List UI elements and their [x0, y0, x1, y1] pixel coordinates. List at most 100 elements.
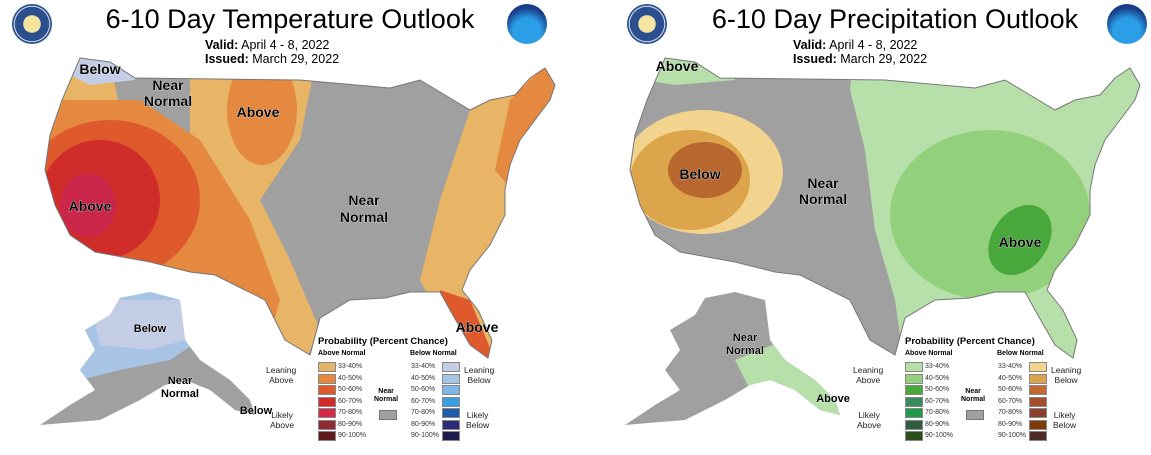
region-label: Above [816, 393, 850, 405]
region-label: Below [679, 166, 720, 182]
issued-date: March 29, 2022 [252, 52, 340, 66]
range-label: 70-80% [338, 409, 363, 416]
range-label: 50-60% [998, 386, 1023, 393]
above-swatch [905, 431, 923, 441]
precipitation-map: Above Below Near Normal Above Near Norma… [625, 57, 1141, 425]
leaning-above-label: Leaning Above [266, 365, 296, 385]
range-label: 40-50% [411, 374, 436, 382]
precipitation-outlook-panel: 6-10 Day Precipitation Outlook Valid: Ap… [585, 0, 1151, 455]
legend-text: Leaning [1051, 365, 1082, 375]
valid-dates: April 4 - 8, 2022 [241, 38, 330, 52]
near-normal-swatch [379, 410, 397, 420]
region-label: Below [240, 405, 273, 417]
above-swatch [318, 431, 336, 441]
range-label: 60-70% [338, 397, 363, 405]
above-plains [227, 58, 297, 165]
date-info: Valid: April 4 - 8, 2022 Issued: March 2… [205, 38, 339, 66]
range-label: 40-50% [998, 374, 1023, 382]
likely-above-southeast [988, 204, 1052, 276]
issued-label: Issued: [793, 52, 837, 66]
near-normal-swatch [966, 410, 984, 420]
region-label: Near [152, 77, 184, 93]
below-swatch [1029, 431, 1047, 441]
likely-below-label: Likely Below [1053, 410, 1076, 430]
above-swatch [318, 385, 336, 395]
range-label: 90-100% [925, 432, 954, 439]
region-label: Near [733, 332, 758, 344]
below-swatch [1029, 419, 1047, 430]
range-label: 90-100% [411, 432, 440, 439]
precipitation-legend: Probability (Percent Chance) Above Norma… [845, 336, 1081, 454]
legend-text: Leaning [853, 365, 884, 375]
issued-label: Issued: [205, 52, 249, 66]
legend-text: Likely [271, 410, 293, 420]
region-label: Below [134, 323, 167, 335]
date-info: Valid: April 4 - 8, 2022 Issued: March 2… [793, 38, 927, 66]
legend-text: Leaning [464, 365, 495, 375]
above-40-50-east [890, 130, 1090, 300]
region-label: Below [79, 61, 120, 77]
below-swatch [442, 385, 460, 395]
below-swatch [1029, 362, 1047, 372]
likely-above-ca-core [60, 173, 116, 237]
region-label: Normal [161, 388, 199, 400]
below-normal-header: Below Normal [410, 350, 457, 357]
legend-text: Below [1054, 375, 1078, 385]
range-label: 33-40% [925, 363, 950, 370]
range-label: 70-80% [925, 409, 950, 416]
above-swatch [318, 408, 336, 418]
leaning-below-label: Leaning Below [1051, 365, 1081, 385]
above-swatch [905, 419, 923, 430]
range-label: 80-90% [338, 420, 363, 428]
below-swatch [442, 373, 460, 384]
range-label: 50-60% [411, 386, 436, 393]
range-label: 33-40% [338, 363, 363, 370]
noaa-logo [1107, 4, 1147, 44]
page-title: 6-10 Day Precipitation Outlook [711, 4, 1079, 34]
legend-text: Likely [1053, 410, 1076, 420]
above-swatch [905, 373, 923, 384]
region-label: Near [348, 192, 380, 208]
below-swatch [442, 431, 460, 441]
above-swatch [318, 362, 336, 372]
range-label: 80-90% [411, 420, 436, 428]
above-swatch [905, 408, 923, 418]
below-swatch [442, 408, 460, 418]
region-label: Above [999, 234, 1042, 250]
above-normal-header: Above Normal [905, 350, 953, 357]
legend-text: Likely [466, 410, 489, 420]
below-swatch [1029, 385, 1047, 395]
above-normal-header: Above Normal [318, 350, 366, 357]
valid-label: Valid: [793, 38, 827, 52]
legend-text: Above [857, 420, 882, 430]
legend-text: Above [270, 420, 295, 430]
range-label: 60-70% [998, 397, 1023, 405]
above-swatch [318, 419, 336, 430]
below-normal-header: Below Normal [997, 350, 1044, 357]
range-label: 60-70% [411, 397, 436, 405]
legend-text: Below [466, 420, 490, 430]
region-label: Above [237, 104, 280, 120]
region-label: Near [807, 175, 839, 191]
valid-dates: April 4 - 8, 2022 [829, 38, 918, 52]
range-label: 50-60% [925, 386, 950, 393]
range-label: 90-100% [338, 432, 367, 439]
legend-title: Probability (Percent Chance) [905, 336, 1035, 347]
doc-logo [627, 4, 667, 44]
near-normal-label: Near Normal [374, 388, 398, 404]
legend-text: Near [378, 388, 394, 395]
likely-below-west [668, 142, 742, 198]
range-label: 60-70% [925, 397, 950, 405]
region-label: Normal [144, 93, 192, 109]
below-swatch [1029, 373, 1047, 384]
range-label: 80-90% [925, 420, 950, 428]
region-label: Normal [799, 191, 847, 207]
above-swatch [905, 385, 923, 395]
below-swatch [442, 396, 460, 407]
region-label: Above [456, 319, 499, 335]
temperature-legend: Probability (Percent Chance) Above Norma… [258, 336, 494, 454]
above-swatch [318, 396, 336, 407]
temperature-map: Below Near Normal Above Above Near Norma… [40, 57, 556, 425]
region-label: Above [69, 198, 112, 214]
doc-logo [12, 4, 52, 44]
